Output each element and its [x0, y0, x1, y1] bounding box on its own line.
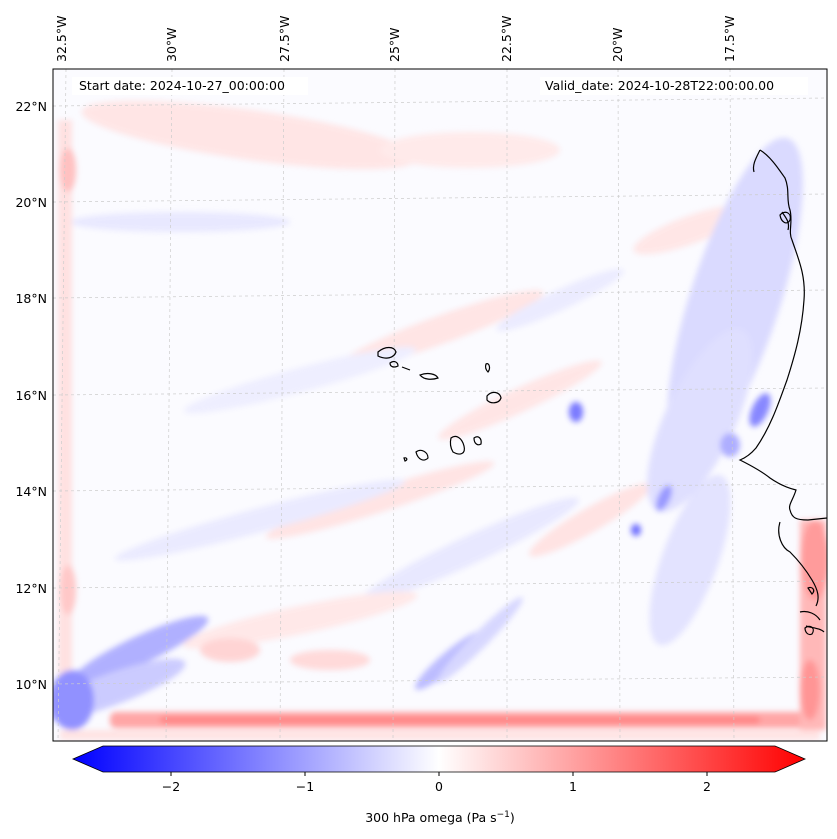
lat-label: 14°N — [15, 484, 47, 499]
colorbar-tick-label: 2 — [703, 779, 711, 794]
colorbar: −2 −1 0 1 2 300 hPa omega (Pa s−1) — [71, 745, 807, 825]
colorbar-tick-label: 0 — [435, 779, 443, 794]
valid-date-box — [540, 77, 808, 95]
latitude-labels: 22°N 20°N 18°N 16°N 14°N 12°N 10°N — [15, 99, 47, 692]
lat-label: 20°N — [15, 195, 47, 210]
omega-field — [53, 69, 827, 741]
lon-label: 27.5°W — [277, 16, 292, 62]
lon-label: 32.5°W — [54, 16, 69, 62]
colorbar-ramp — [71, 745, 807, 773]
lon-label: 25°W — [387, 27, 402, 62]
lat-label: 18°N — [15, 291, 47, 306]
colorbar-title-main: 300 hPa omega (Pa s — [365, 810, 496, 825]
colorbar-title: 300 hPa omega (Pa s−1) — [365, 810, 515, 825]
map-panel — [52, 68, 828, 742]
longitude-labels: 32.5°W 30°W 27.5°W 25°W 22.5°W 20°W 17.5… — [54, 16, 737, 62]
colorbar-title-close: ) — [510, 810, 515, 825]
lon-label: 22.5°W — [499, 16, 514, 62]
lat-label: 22°N — [15, 99, 47, 114]
lon-label: 20°W — [610, 27, 625, 62]
colorbar-title-sup: −1 — [497, 810, 510, 820]
graticule — [53, 69, 827, 741]
colorbar-tick-label: −2 — [162, 779, 180, 794]
lon-label: 30°W — [164, 27, 179, 62]
colorbar-ticks — [170, 772, 708, 776]
islands — [377, 211, 815, 636]
start-date-box — [72, 77, 308, 95]
colorbar-tick-label: −1 — [296, 779, 314, 794]
lat-label: 16°N — [15, 388, 47, 403]
lon-label: 17.5°W — [722, 16, 737, 62]
map-frame — [52, 68, 828, 742]
valid-date-label: Valid_date: 2024-10-28T22:00:00.00 — [545, 78, 774, 93]
colorbar-tick-label: 1 — [569, 779, 577, 794]
lat-label: 12°N — [15, 581, 47, 596]
lat-label: 10°N — [15, 677, 47, 692]
start-date-label: Start date: 2024-10-27_00:00:00 — [79, 78, 285, 93]
